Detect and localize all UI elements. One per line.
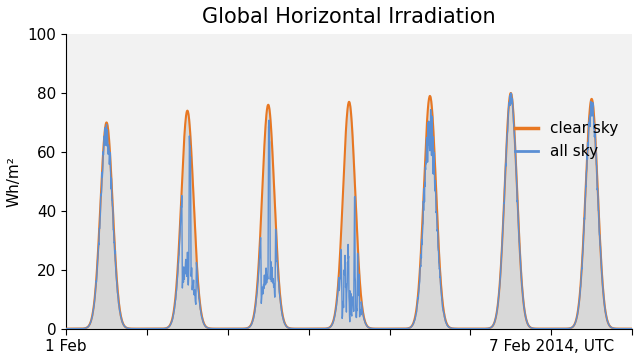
Y-axis label: Wh/m²: Wh/m² — [7, 156, 22, 207]
Title: Global Horizontal Irradiation: Global Horizontal Irradiation — [203, 7, 496, 27]
Legend: clear sky, all sky: clear sky, all sky — [509, 116, 624, 165]
